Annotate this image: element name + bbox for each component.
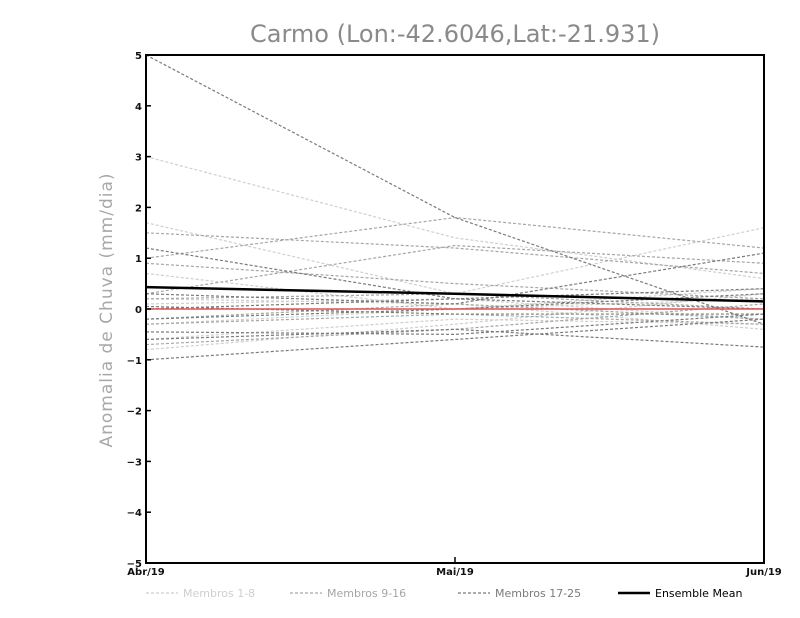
member-line [146, 55, 764, 325]
y-tick-label: 0 [135, 305, 142, 316]
member-line [146, 305, 764, 315]
member-line [146, 318, 764, 341]
member-line [146, 262, 764, 300]
series-layer [146, 55, 764, 361]
legend-label: Membros 9-16 [327, 587, 406, 600]
member-line [146, 232, 764, 275]
member-line [146, 244, 764, 295]
y-tick-label: 5 [135, 51, 142, 62]
x-tick-label: Abr/19 [127, 567, 164, 578]
legend-label: Ensemble Mean [655, 587, 742, 600]
y-ticks: −5 −4 −3 −2 −1 0 1 2 3 4 5 [127, 51, 151, 570]
member-line [146, 328, 764, 348]
member-line [146, 298, 764, 325]
member-line [146, 303, 764, 346]
ensemble-mean-line [146, 285, 764, 303]
y-tick-label: −3 [127, 457, 142, 468]
chart-title: Carmo (Lon:-42.6046,Lat:-21.931) [250, 20, 660, 48]
legend-label: Membros 1-8 [183, 587, 255, 600]
member-line [146, 313, 764, 336]
legend: Membros 1-8 Membros 9-16 Membros 17-25 Ense… [146, 587, 742, 600]
member-line [146, 318, 764, 361]
member-line [146, 216, 764, 259]
y-tick-label: 4 [135, 102, 142, 113]
y-tick-label: −4 [127, 508, 142, 519]
y-tick-label: −2 [127, 407, 142, 418]
legend-label: Membros 17-25 [495, 587, 581, 600]
x-tick-label: Mai/19 [436, 567, 474, 578]
x-tick-label: Jun/19 [745, 567, 782, 578]
member-line [146, 252, 764, 305]
y-tick-label: −5 [127, 559, 142, 570]
y-tick-label: 3 [135, 153, 142, 164]
y-axis-label: Anomalia de Chuva (mm/dia) [97, 172, 117, 447]
member-line [146, 222, 764, 295]
member-line [146, 293, 764, 310]
y-tick-label: 2 [135, 203, 142, 214]
member-line [146, 288, 764, 310]
y-tick-label: −1 [127, 356, 142, 367]
y-tick-label: 1 [135, 254, 142, 265]
x-ticks: Abr/19 Mai/19 Jun/19 [127, 557, 782, 578]
